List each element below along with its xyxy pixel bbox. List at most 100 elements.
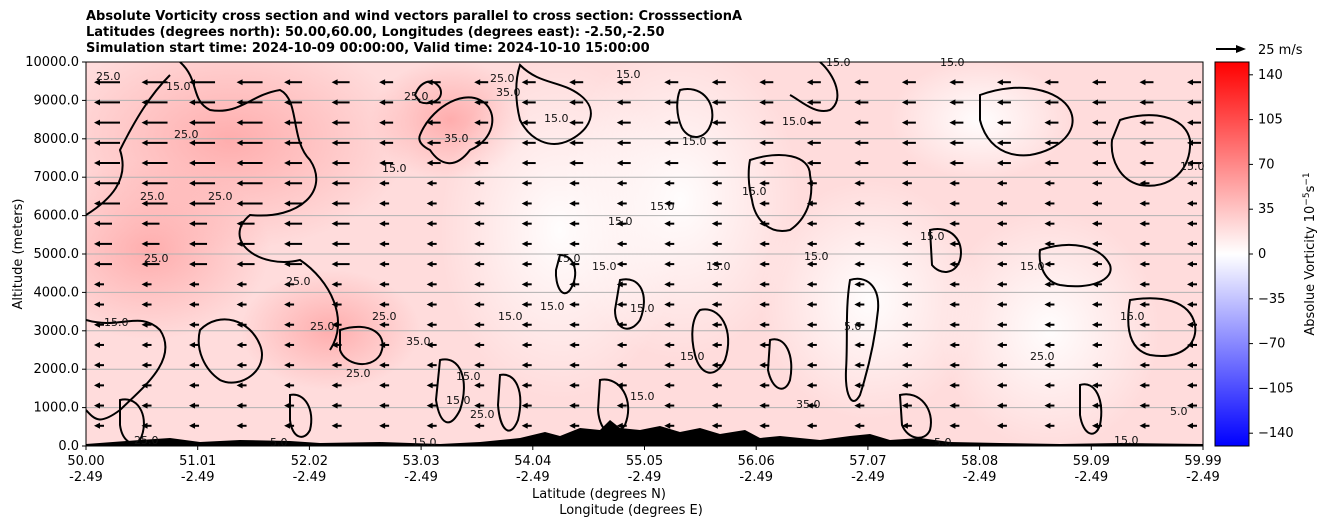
wind-arrow (379, 402, 390, 409)
wind-arrow (1091, 119, 1106, 126)
wind-arrow-head (94, 321, 100, 328)
wind-arrow-head (664, 99, 671, 106)
wind-arrow-head (901, 402, 908, 409)
contour-line (747, 154, 813, 232)
wind-arrow-head (521, 220, 528, 227)
colorbar: 140 105 70 35 0 −35 −70 −105 −140 Absolue Vortic… (1214, 61, 1318, 447)
wind-arrow-head (711, 79, 718, 86)
wind-arrow (759, 160, 774, 167)
wind-arrow-head (949, 321, 956, 328)
wind-arrow-head (141, 240, 148, 247)
wind-arrow-head (949, 180, 956, 187)
wind-arrow-head (426, 321, 433, 328)
wind-arrow (759, 341, 770, 348)
wind-arrow-head (94, 281, 100, 288)
wind-arrow (1187, 422, 1197, 429)
wind-arrow (141, 139, 168, 146)
wind-arrow-head (901, 382, 908, 389)
wind-arrow (331, 79, 350, 86)
wind-arrow-head (759, 261, 766, 268)
wind-arrow (1091, 240, 1102, 247)
wind-arrow-head (1139, 180, 1146, 187)
wind-arrow-head (141, 119, 148, 126)
wind-arrow-head (189, 79, 196, 86)
x-tick-label-lat: 59.09 (1073, 454, 1110, 469)
wind-arrow (521, 402, 532, 409)
wind-arrow-head (569, 220, 576, 227)
wind-arrow-head (474, 261, 481, 268)
wind-arrow-head (759, 341, 766, 348)
wind-arrow (1044, 321, 1055, 328)
wind-arrow-head (1044, 119, 1051, 126)
wind-arrow-head (141, 99, 148, 106)
wind-arrow (141, 119, 168, 126)
wind-arrow (331, 321, 342, 328)
wind-arrow (189, 261, 208, 268)
wind-arrow (189, 341, 200, 348)
wind-arrow (949, 200, 960, 207)
wind-arrow (949, 240, 960, 247)
wind-arrow (901, 362, 912, 369)
wind-arrow (664, 301, 675, 308)
x-axis-label-lon: Longitude (degrees E) (559, 503, 703, 518)
wind-arrow-head (379, 422, 386, 429)
wind-arrow-head (379, 362, 386, 369)
wind-arrow-head (711, 200, 718, 207)
wind-arrow (1139, 99, 1154, 106)
wind-arrow-head (426, 422, 433, 429)
wind-arrow (664, 119, 679, 126)
wind-arrow (759, 281, 770, 288)
wind-arrow-head (616, 119, 623, 126)
contour-label: 25.0 (208, 190, 233, 203)
contour-line (197, 318, 263, 384)
wind-arrow-head (616, 301, 623, 308)
wind-arrow (901, 240, 912, 247)
wind-arrow (949, 422, 960, 429)
wind-arrow (616, 139, 631, 146)
wind-arrow (996, 341, 1007, 348)
colorbar-tick-label: 105 (1258, 113, 1283, 128)
wind-arrow (94, 79, 120, 86)
wind-arrow (806, 281, 817, 288)
wind-arrow (569, 261, 580, 268)
wind-arrow-head (806, 220, 813, 227)
wind-arrow (521, 79, 536, 86)
wind-arrow (569, 99, 584, 106)
wind-arrow (474, 402, 485, 409)
wind-arrow (806, 321, 817, 328)
wind-arrow-head (236, 99, 243, 106)
wind-arrow-head (141, 362, 148, 369)
contour-line (179, 62, 340, 351)
wind-arrow-head (664, 362, 671, 369)
wind-arrow-head (521, 301, 528, 308)
wind-arrow (854, 99, 869, 106)
wind-arrow-head (189, 362, 196, 369)
wind-arrow (664, 160, 679, 167)
wind-arrow (1139, 382, 1150, 389)
wind-arrow-head (284, 402, 291, 409)
wind-arrow-head (569, 261, 576, 268)
wind-arrow (474, 261, 485, 268)
wind-arrow (1187, 180, 1197, 187)
wind-arrow-head (664, 79, 671, 86)
wind-arrow-head (1187, 382, 1193, 389)
wind-arrow (901, 139, 916, 146)
wind-arrow-head (379, 180, 386, 187)
wind-arrow-head (759, 200, 766, 207)
wind-arrow (521, 422, 532, 429)
wind-arrow (569, 341, 580, 348)
wind-arrow (664, 240, 675, 247)
wind-arrow (901, 422, 912, 429)
contour-label: 25.0 (134, 434, 159, 447)
wind-arrow-head (759, 281, 766, 288)
wind-arrow-head (1091, 180, 1098, 187)
colorbar-tick-label: 140 (1258, 68, 1283, 83)
wind-arrow-head (949, 382, 956, 389)
contour-label: 15.0 (1020, 260, 1045, 273)
wind-arrow (901, 261, 912, 268)
wind-arrow (901, 79, 916, 86)
wind-arrow (521, 281, 532, 288)
wind-arrow-head (1044, 422, 1051, 429)
x-tick-label-lat: 55.05 (626, 454, 663, 469)
wind-arrow-head (331, 79, 338, 86)
